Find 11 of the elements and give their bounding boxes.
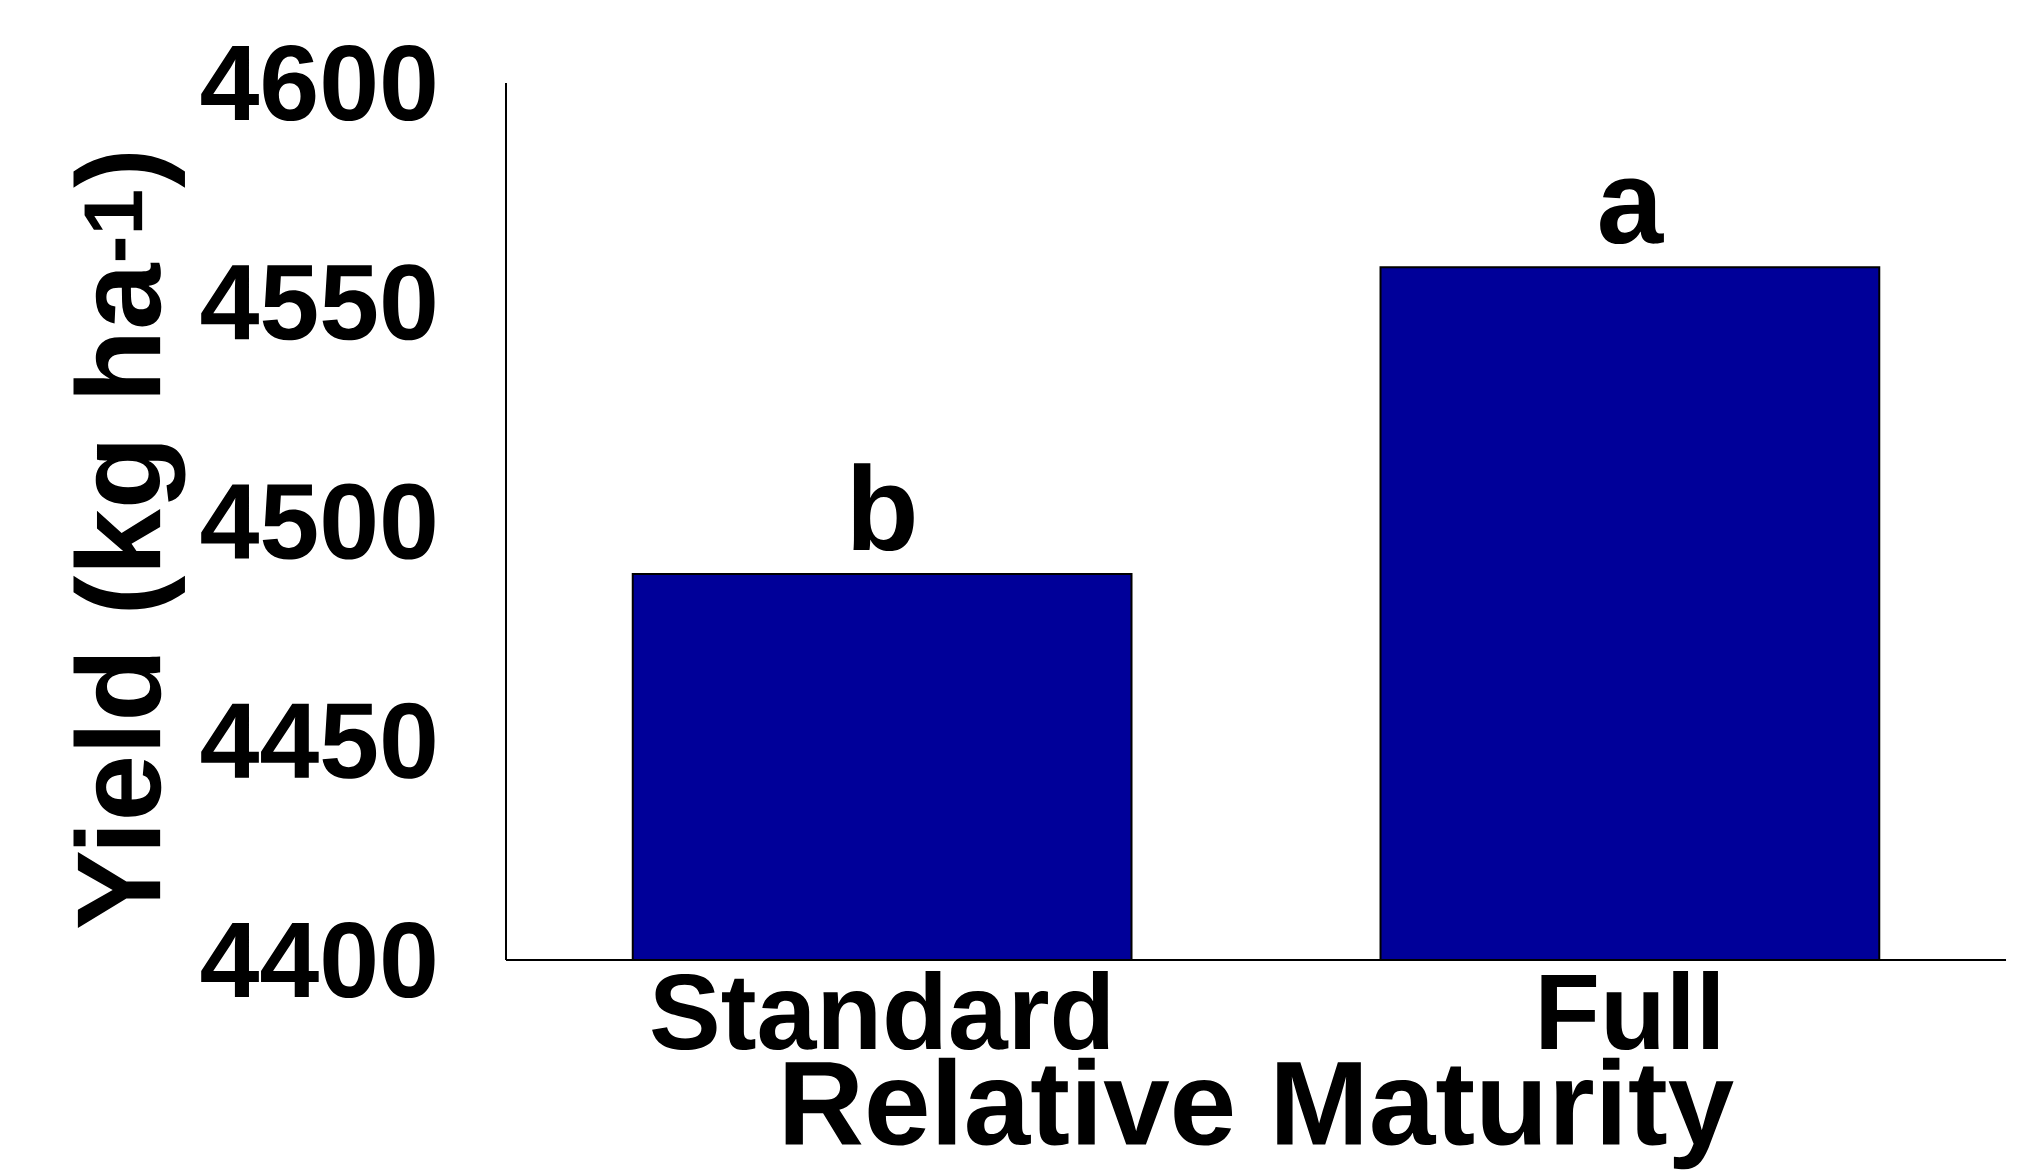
y-axis-title: Yield (kg ha$^{-1}$) xyxy=(73,154,186,928)
x-axis-title: Relative Maturity xyxy=(785,1057,1734,1170)
annotation: b xyxy=(853,463,914,552)
annotation: a xyxy=(1600,178,1664,245)
x-tick-label: Standard xyxy=(652,971,1109,1051)
y-tick-label: 4550 xyxy=(201,264,435,341)
y-tick-label: 4500 xyxy=(201,483,435,560)
x-tick-label: Full xyxy=(1541,971,1718,1051)
y-tick-label: 4600 xyxy=(201,44,435,122)
y-tick-label: 4450 xyxy=(201,702,435,779)
y-tick-label: 4400 xyxy=(201,921,435,999)
